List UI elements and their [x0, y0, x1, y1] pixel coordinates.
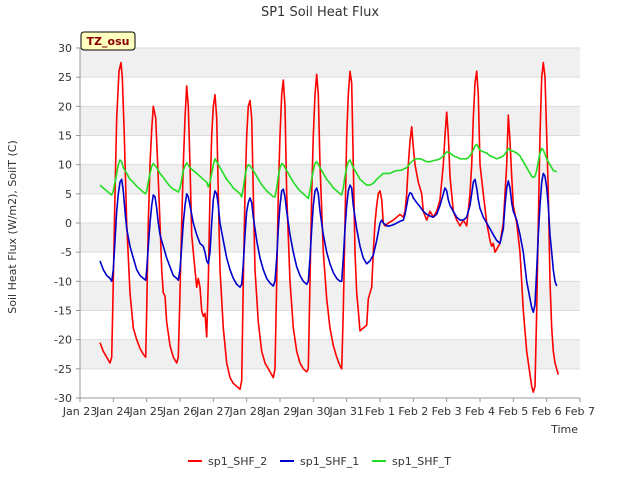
legend-label: sp1_SHF_1	[300, 455, 359, 468]
x-tick-label: Feb 7	[565, 405, 595, 418]
y-tick-label: 0	[65, 217, 72, 230]
x-tick-label: Feb 3	[432, 405, 462, 418]
series-line-sp1_SHF_2	[99, 61, 560, 393]
x-tick-label: Jan 27	[195, 405, 230, 418]
plot-band	[80, 106, 580, 136]
y-tick-label: -15	[54, 305, 72, 318]
y-tick-labels: -30 -25 -20 -15 -10 -5 0 5 10 15 20 25 30	[54, 42, 80, 405]
timezone-badge: TZ_osu	[80, 31, 136, 51]
legend-item: sp1_SHF_T	[372, 455, 451, 468]
legend-label: sp1_SHF_T	[392, 455, 451, 468]
legend-item: sp1_SHF_1	[280, 455, 359, 468]
series-line-sp1_SHF_1	[99, 172, 558, 314]
plot-band	[80, 281, 580, 311]
plot-band	[80, 339, 580, 369]
y-tick-label: -30	[54, 392, 72, 405]
plot-band	[80, 164, 580, 194]
x-tick-label: Jan 28	[228, 405, 263, 418]
y-axis-label: Soil Heat Flux (W/m2), SoilT (C)	[6, 140, 19, 313]
x-tick-label: Jan 26	[162, 405, 197, 418]
y-tick-label: 25	[58, 71, 72, 84]
x-tick-label: Jan 29	[262, 405, 297, 418]
y-tick-label: -25	[54, 363, 72, 376]
x-tick-label: Feb 6	[532, 405, 562, 418]
y-tick-label: 15	[58, 130, 72, 143]
y-tick-label: 5	[65, 188, 72, 201]
timezone-badge-text: TZ_osu	[87, 35, 130, 48]
y-tick-label: 20	[58, 100, 72, 113]
legend-label: sp1_SHF_2	[208, 455, 267, 468]
x-tick-label: Jan 23	[62, 405, 97, 418]
y-tick-label: 10	[58, 159, 72, 172]
y-tick-label: -20	[54, 334, 72, 347]
legend-item: sp1_SHF_2	[188, 455, 267, 468]
y-tick-label: 30	[58, 42, 72, 55]
y-tick-label: -10	[54, 275, 72, 288]
chart-title: SP1 Soil Heat Flux	[261, 5, 379, 20]
x-tick-label: Jan 31	[328, 405, 363, 418]
series-line-sp1_SHF_T	[99, 143, 557, 200]
series-layer	[99, 61, 560, 393]
x-tick-label: Feb 1	[365, 405, 395, 418]
x-tick-label: Feb 5	[498, 405, 528, 418]
plot-band	[80, 48, 580, 78]
timezone-badge-box	[80, 31, 136, 51]
x-axis-label: Time	[550, 423, 578, 436]
x-tick-label: Jan 30	[295, 405, 330, 418]
x-tick-label: Jan 25	[128, 405, 163, 418]
x-tick-label: Jan 24	[95, 405, 130, 418]
x-tick-label: Feb 2	[398, 405, 428, 418]
y-tick-label: -5	[61, 246, 72, 259]
legend: sp1_SHF_2 sp1_SHF_1 sp1_SHF_T	[188, 455, 451, 468]
plot-band	[80, 223, 580, 253]
x-tick-label: Feb 4	[465, 405, 495, 418]
